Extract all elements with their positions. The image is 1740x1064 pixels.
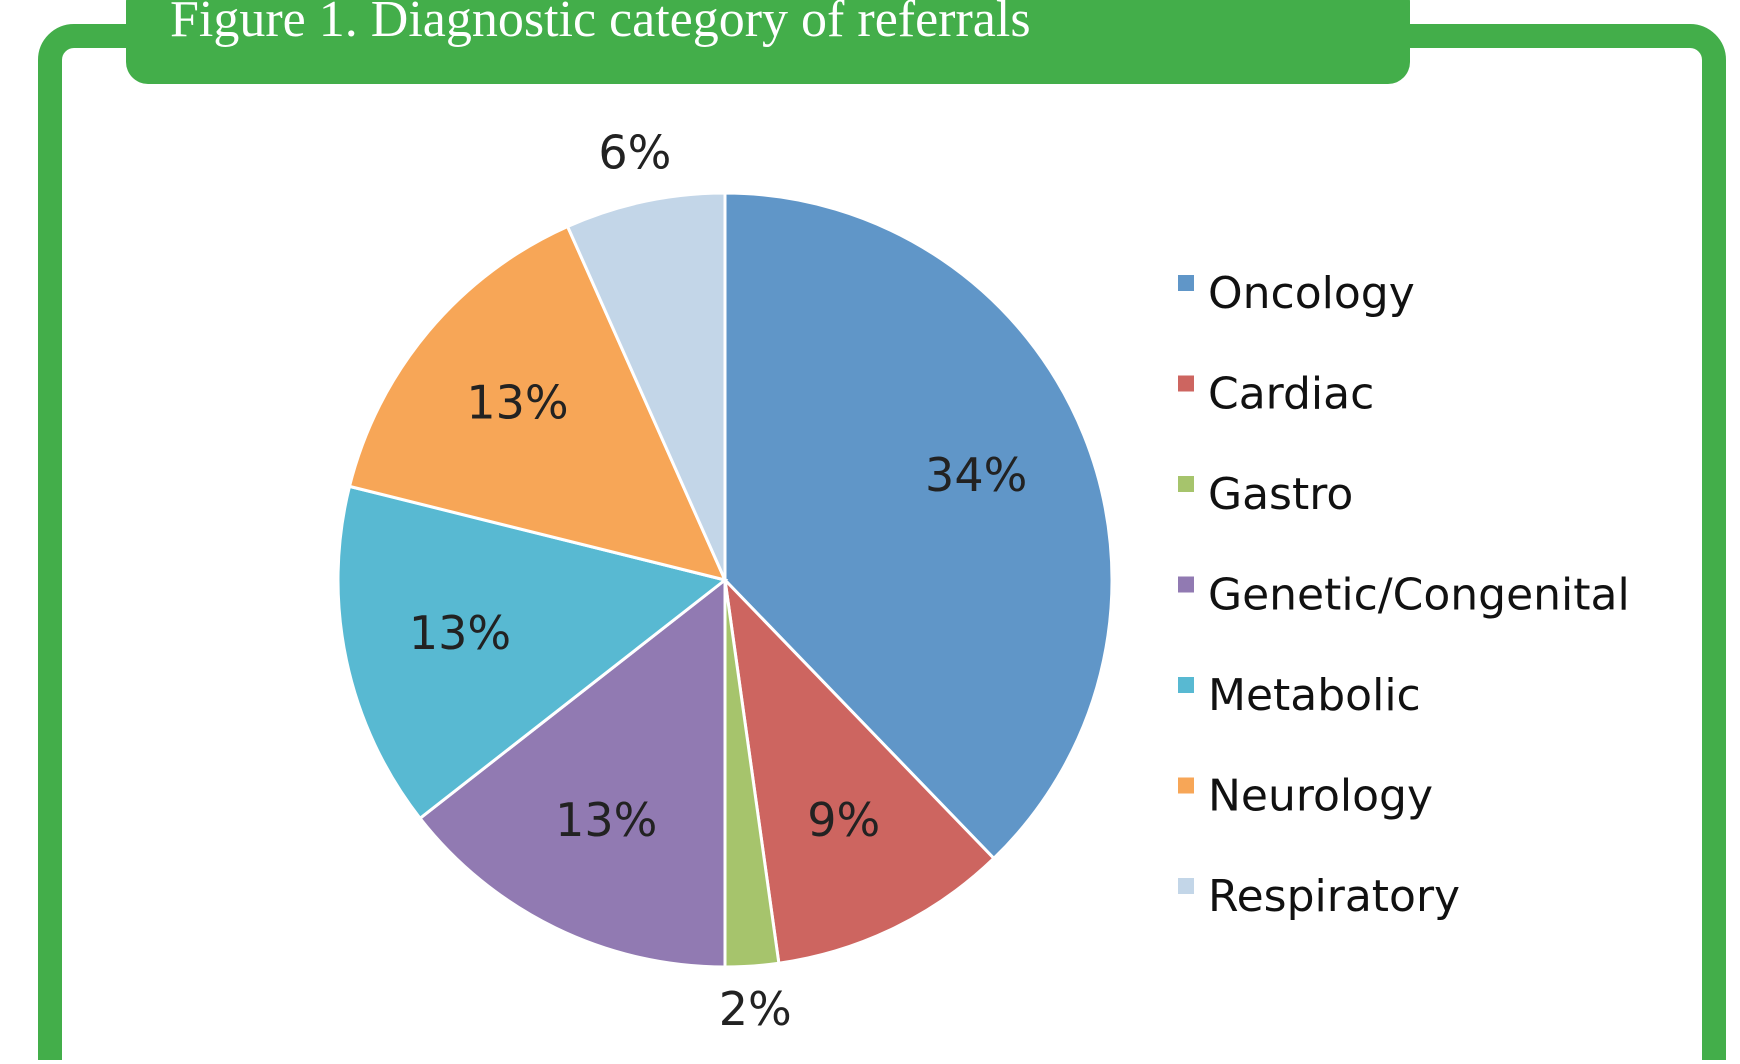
pie-slice [722,575,996,965]
legend-label: Neurology [1208,771,1433,822]
data-label: 2% [719,982,792,1036]
legend-swatch [1178,677,1194,693]
data-label: 9% [807,793,880,847]
legend-swatch [1178,777,1194,794]
data-label: 13% [409,606,511,660]
legend-swatch [1178,476,1194,492]
pie-slice [565,191,727,581]
pie-slice [723,191,1114,861]
pie-slice [417,576,727,969]
legend-label: Oncology [1208,268,1415,319]
legend-swatch [1178,878,1194,894]
chart-title: Figure 1. Diagnostic category of referra… [170,0,1031,48]
data-label: 34% [925,448,1027,502]
pie-slice [347,224,728,583]
legend-label: Gastro [1208,469,1353,520]
data-label: 6% [598,126,671,180]
legend-swatch [1178,576,1194,593]
legend-label: Genetic/Congenital [1208,570,1630,621]
data-label: 13% [466,375,568,429]
data-label: 13% [555,793,657,847]
legend-swatch [1178,375,1194,392]
pie-slice [336,484,729,821]
title-tab [126,0,1410,84]
legend-label: Cardiac [1208,369,1374,420]
legend-label: Respiratory [1208,871,1460,922]
legend-label: Metabolic [1208,670,1421,721]
legend-swatch [1178,275,1194,291]
